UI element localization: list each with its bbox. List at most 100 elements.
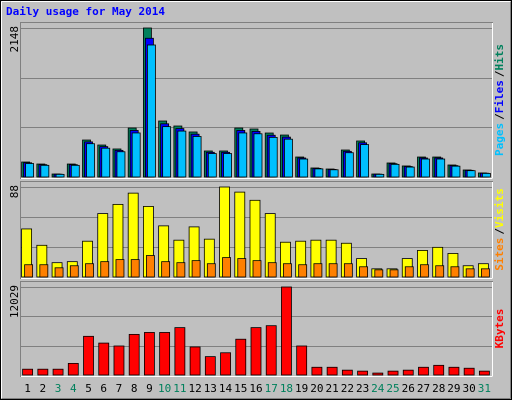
- legend-entry: Files: [493, 80, 506, 113]
- bar: [326, 366, 338, 376]
- bar: [70, 164, 80, 178]
- x-tick-label: 11: [173, 382, 186, 395]
- x-tick-label: 10: [158, 382, 171, 395]
- bar: [83, 335, 94, 376]
- x-tick-label: 24: [371, 382, 385, 395]
- bar: [162, 126, 172, 178]
- x-tick-label: 3: [55, 382, 62, 395]
- bar: [265, 325, 277, 376]
- bar: [314, 168, 324, 178]
- bar: [130, 259, 140, 278]
- x-tick-label: 20: [310, 382, 323, 395]
- x-tick-label: 8: [131, 382, 138, 395]
- bar: [69, 265, 79, 278]
- bar: [54, 267, 64, 278]
- x-tick-label: 29: [447, 382, 460, 395]
- x-tick-label: 1: [24, 382, 31, 395]
- bar: [191, 260, 201, 278]
- bar: [433, 364, 445, 376]
- x-tick-label: 9: [146, 382, 153, 395]
- bar: [52, 368, 64, 376]
- x-tick-label: 30: [463, 382, 476, 395]
- legend-entry: Hits: [493, 44, 506, 71]
- x-tick-label: 21: [326, 382, 339, 395]
- x-tick-label: 17: [265, 382, 278, 395]
- bar: [116, 151, 126, 178]
- bar: [177, 130, 187, 178]
- x-tick-label: 14: [219, 382, 233, 395]
- bar: [402, 369, 414, 376]
- bar: [341, 369, 353, 376]
- bar: [39, 264, 49, 278]
- bar: [147, 44, 156, 178]
- bar: [174, 327, 186, 376]
- bar: [206, 263, 216, 278]
- bar: [235, 338, 247, 376]
- bar: [207, 153, 217, 178]
- legend: Sites /Visits: [493, 188, 506, 271]
- bar: [40, 164, 50, 178]
- legend-separator: /: [493, 228, 506, 235]
- bar: [313, 263, 323, 278]
- bar: [481, 172, 491, 178]
- bar: [238, 132, 248, 178]
- x-tick-label: 16: [249, 382, 262, 395]
- bar: [222, 257, 231, 278]
- bar: [448, 366, 460, 376]
- bar: [115, 259, 125, 278]
- bar: [220, 352, 231, 376]
- legend-entry: Pages: [493, 123, 506, 156]
- x-tick-label: 4: [70, 382, 77, 395]
- bar: [298, 264, 308, 278]
- bar: [404, 266, 414, 278]
- bar: [375, 173, 385, 178]
- bar: [480, 268, 490, 278]
- bar: [281, 286, 292, 376]
- legend-entry: Sites: [493, 238, 506, 271]
- bar: [387, 370, 399, 376]
- bar: [450, 266, 460, 278]
- bar: [390, 163, 400, 178]
- bar: [159, 332, 171, 376]
- bar: [268, 136, 278, 178]
- x-tick-label: 15: [234, 382, 247, 395]
- bar: [283, 263, 292, 278]
- bar: [344, 152, 354, 178]
- x-tick-label: 27: [417, 382, 430, 395]
- bar: [418, 366, 429, 376]
- bar: [176, 262, 186, 278]
- legend: KBytes: [493, 309, 506, 349]
- bar: [189, 346, 201, 376]
- bar: [128, 333, 140, 376]
- bar: [465, 268, 475, 278]
- bar: [223, 153, 232, 178]
- legend: Pages/Files/Hits: [493, 44, 506, 156]
- bar: [37, 368, 49, 376]
- x-tick-label: 7: [116, 382, 123, 395]
- bar: [237, 258, 247, 278]
- bar: [161, 261, 171, 278]
- bar: [372, 372, 384, 376]
- y-tick-label: 12029: [8, 285, 21, 318]
- bar: [328, 263, 338, 278]
- x-tick-label: 25: [386, 382, 399, 395]
- x-tick-label: 13: [204, 382, 217, 395]
- bar: [22, 368, 34, 376]
- y-tick-label: 2148: [8, 26, 21, 53]
- bar: [24, 264, 34, 278]
- y-tick-label: 88: [8, 185, 21, 198]
- x-tick-label: 6: [100, 382, 107, 395]
- legend-entry: Visits: [493, 188, 506, 228]
- bar: [86, 143, 95, 178]
- bar: [360, 144, 369, 178]
- legend-separator: /: [493, 70, 506, 77]
- bar: [329, 169, 339, 178]
- bar: [311, 366, 323, 376]
- bar: [98, 342, 110, 376]
- bar: [101, 147, 111, 178]
- bar: [466, 170, 476, 178]
- bar: [284, 138, 293, 178]
- chart-title: Daily usage for May 2014: [6, 5, 165, 18]
- bar: [357, 370, 368, 376]
